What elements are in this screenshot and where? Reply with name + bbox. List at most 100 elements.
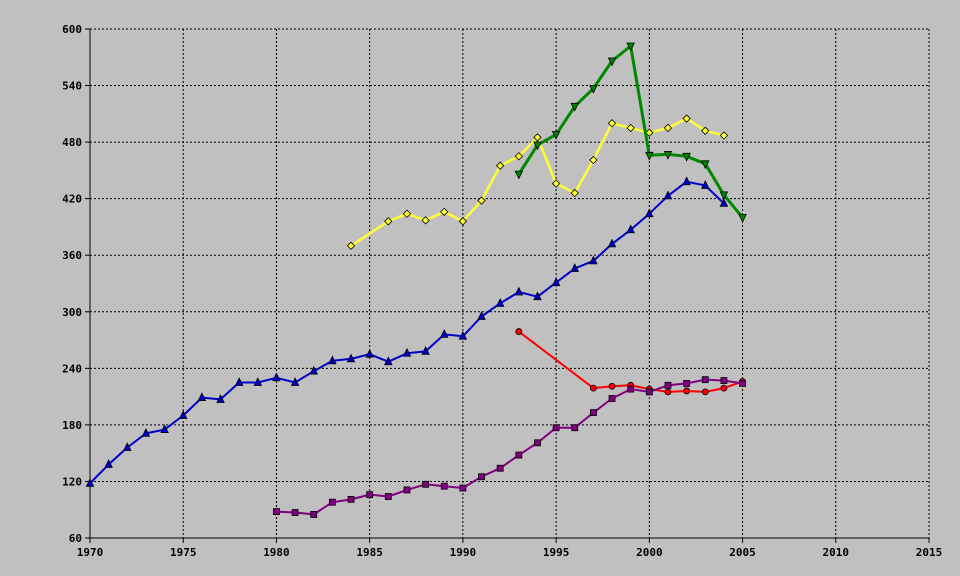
data-point bbox=[701, 180, 710, 189]
x-tick-label: 1995 bbox=[543, 546, 570, 559]
data-point bbox=[626, 42, 635, 52]
data-point bbox=[514, 170, 524, 180]
series-1 bbox=[346, 114, 729, 250]
data-point bbox=[515, 451, 523, 459]
data-point bbox=[683, 387, 691, 395]
data-point bbox=[422, 480, 430, 488]
data-point bbox=[719, 198, 729, 207]
y-tick-label: 120 bbox=[62, 475, 82, 488]
data-point bbox=[272, 372, 281, 382]
data-point bbox=[440, 482, 448, 490]
data-point bbox=[570, 188, 579, 198]
data-point bbox=[701, 388, 709, 396]
x-tick-label: 2005 bbox=[729, 546, 756, 559]
data-point bbox=[234, 377, 244, 386]
series-line bbox=[89, 180, 725, 485]
grid bbox=[90, 28, 930, 538]
y-tick-label: 60 bbox=[69, 532, 82, 545]
series-3 bbox=[515, 328, 746, 396]
data-point bbox=[589, 255, 598, 265]
x-tick-label: 2000 bbox=[636, 546, 663, 559]
data-point bbox=[123, 442, 132, 451]
data-point bbox=[701, 126, 710, 135]
data-point bbox=[607, 119, 617, 128]
data-point bbox=[663, 123, 673, 133]
data-point bbox=[607, 238, 617, 248]
y-tick-label: 420 bbox=[62, 193, 82, 206]
data-point bbox=[682, 152, 691, 162]
data-point bbox=[403, 486, 411, 494]
data-point bbox=[384, 356, 393, 366]
data-point bbox=[533, 133, 542, 142]
data-point bbox=[627, 385, 635, 393]
y-tick-label: 600 bbox=[62, 23, 82, 36]
data-point bbox=[571, 424, 579, 432]
data-point bbox=[478, 473, 485, 481]
data-point bbox=[496, 161, 505, 170]
axes bbox=[85, 28, 930, 543]
data-point bbox=[738, 214, 747, 223]
x-tick-label: 2010 bbox=[823, 546, 850, 559]
y-tick-label: 240 bbox=[62, 362, 82, 375]
data-point bbox=[440, 329, 449, 338]
data-point bbox=[570, 102, 579, 112]
data-point bbox=[290, 377, 300, 386]
data-point bbox=[645, 151, 654, 161]
data-point bbox=[720, 384, 728, 392]
series-lines bbox=[85, 42, 747, 518]
y-tick-label: 360 bbox=[62, 249, 82, 262]
data-point bbox=[663, 190, 673, 200]
data-point bbox=[683, 380, 691, 387]
y-tick-label: 180 bbox=[62, 419, 82, 432]
data-point bbox=[178, 410, 188, 419]
data-point bbox=[273, 508, 280, 516]
data-point bbox=[607, 57, 617, 67]
data-point bbox=[402, 209, 412, 218]
data-point bbox=[590, 409, 597, 417]
x-tick-label: 2015 bbox=[916, 546, 943, 559]
data-point bbox=[551, 179, 561, 188]
data-point bbox=[533, 291, 542, 301]
data-point bbox=[347, 495, 355, 503]
data-point bbox=[720, 377, 728, 384]
x-tick-label: 1980 bbox=[263, 546, 290, 559]
series-2 bbox=[514, 42, 747, 223]
data-point bbox=[719, 131, 729, 140]
data-point bbox=[440, 207, 449, 217]
data-point bbox=[682, 176, 691, 186]
data-point bbox=[346, 353, 356, 363]
data-point bbox=[608, 395, 616, 402]
data-point bbox=[589, 155, 598, 165]
data-point bbox=[589, 84, 598, 94]
data-point bbox=[663, 150, 673, 160]
data-point bbox=[104, 459, 113, 468]
data-point bbox=[570, 263, 579, 272]
tick-labels: 1970 1975 1980 1985 1990 1995 2000 2005 2010 2015… bbox=[62, 23, 942, 559]
data-point bbox=[551, 277, 561, 286]
series-line bbox=[518, 330, 743, 393]
data-point bbox=[495, 297, 505, 307]
series-4 bbox=[273, 376, 746, 518]
data-point bbox=[534, 439, 541, 447]
data-point bbox=[515, 328, 523, 335]
data-point bbox=[682, 114, 691, 123]
data-point bbox=[514, 286, 524, 296]
data-point bbox=[719, 191, 729, 201]
data-point bbox=[645, 388, 653, 396]
data-point bbox=[701, 376, 709, 384]
data-point bbox=[533, 141, 542, 151]
data-point bbox=[701, 160, 710, 170]
data-point bbox=[141, 428, 151, 437]
data-point bbox=[421, 346, 430, 355]
data-point bbox=[310, 511, 318, 518]
data-point bbox=[328, 355, 337, 365]
x-tick-label: 1975 bbox=[170, 546, 197, 559]
data-point bbox=[365, 348, 374, 358]
data-point bbox=[590, 384, 597, 392]
data-point bbox=[366, 491, 374, 499]
data-point bbox=[626, 224, 635, 234]
data-point bbox=[552, 424, 560, 432]
x-tick-label: 1990 bbox=[450, 546, 477, 559]
data-point bbox=[458, 330, 468, 340]
